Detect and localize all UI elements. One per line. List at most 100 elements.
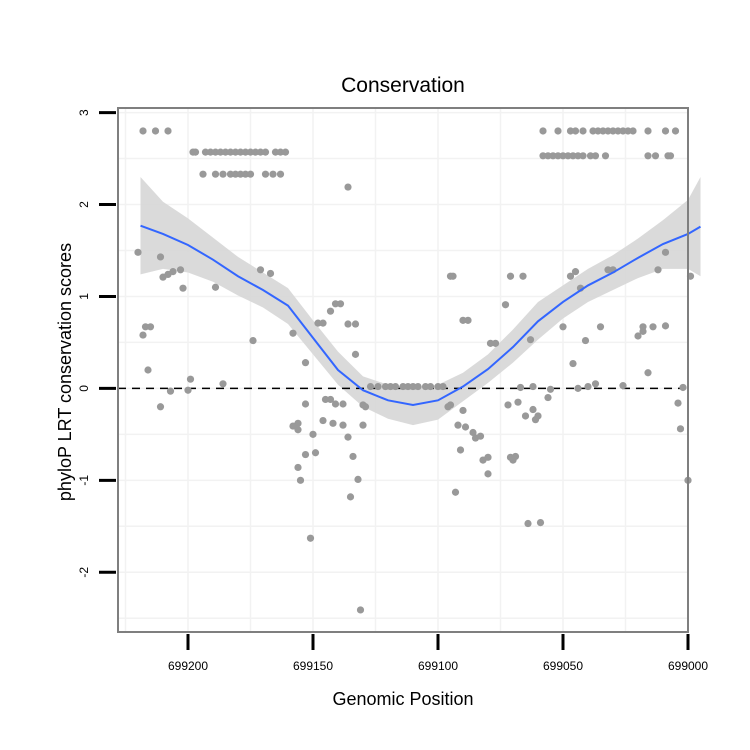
data-point [146, 323, 155, 331]
data-point [144, 366, 152, 374]
data-point [516, 383, 525, 392]
data-point [256, 266, 265, 274]
data-point [374, 382, 382, 391]
x-tick-label: 699150 [293, 659, 333, 673]
data-point [549, 152, 557, 160]
data-point [241, 170, 250, 178]
data-point [301, 450, 310, 459]
data-point [619, 382, 627, 390]
data-point [671, 127, 680, 135]
data-point [156, 403, 165, 411]
data-point [591, 380, 600, 388]
data-point [231, 148, 240, 156]
y-tick-label: 0 [77, 385, 91, 392]
data-point [521, 412, 530, 420]
data-point [599, 127, 607, 135]
y-tick-label: 2 [77, 201, 91, 208]
data-point [536, 519, 545, 527]
data-point [586, 152, 595, 160]
data-point [506, 272, 515, 280]
data-point [256, 148, 265, 156]
data-point [216, 148, 225, 156]
panel-frame [117, 107, 689, 633]
data-point [349, 452, 357, 461]
data-point [249, 336, 257, 345]
data-point [246, 170, 255, 178]
y-tick-label: 3 [77, 109, 91, 116]
data-point [314, 319, 322, 327]
data-point [486, 339, 495, 347]
data-point [569, 152, 577, 160]
data-point [539, 152, 547, 160]
data-point [206, 148, 215, 156]
data-point [366, 382, 375, 391]
panel-border [117, 107, 689, 633]
data-point [381, 382, 390, 391]
data-point [604, 266, 612, 274]
data-point [294, 463, 302, 472]
data-point [596, 323, 605, 331]
data-point [426, 382, 435, 391]
y-axis: -2 -1 0 1 2 3 [77, 109, 116, 578]
data-point [179, 284, 187, 292]
x-tick-label: 699200 [168, 659, 208, 673]
data-point [351, 320, 360, 328]
data-point [581, 336, 590, 345]
data-point [346, 493, 355, 501]
data-point [271, 148, 280, 156]
data-point [289, 422, 297, 430]
data-point [201, 148, 210, 156]
data-point [414, 382, 422, 391]
data-point [309, 430, 317, 438]
data-point [634, 332, 642, 340]
data-point [554, 152, 562, 160]
data-point [469, 428, 477, 437]
smooth-line [140, 224, 702, 406]
data-point [574, 152, 582, 160]
data-point [639, 323, 647, 331]
data-point [589, 127, 597, 135]
data-point [459, 316, 467, 324]
data-point [644, 369, 652, 377]
data-point [434, 382, 442, 391]
data-point [164, 127, 172, 135]
x-axis: 699200 699150 699100 699050 699000 [168, 634, 708, 673]
data-point [526, 336, 535, 344]
data-point [141, 323, 150, 331]
data-point [569, 359, 577, 368]
y-tick-label: -2 [77, 567, 91, 578]
data-point [266, 269, 275, 278]
data-point [344, 433, 352, 441]
y-tick-label: 1 [77, 293, 91, 300]
data-point [459, 406, 467, 415]
data-point [464, 316, 472, 324]
data-point [449, 272, 457, 280]
data-point [666, 152, 675, 160]
data-point [139, 331, 147, 339]
data-point [301, 359, 310, 367]
data-point [226, 170, 235, 178]
data-point [624, 127, 632, 135]
data-point [231, 170, 240, 178]
chart-title: Conservation [341, 74, 465, 97]
data-point [339, 400, 347, 408]
data-point [134, 248, 142, 256]
data-points [134, 127, 695, 614]
data-point [246, 148, 255, 156]
data-point [511, 452, 520, 461]
data-point [166, 387, 175, 395]
data-point [514, 398, 522, 406]
data-point [236, 148, 245, 156]
data-point [559, 323, 567, 331]
data-point [221, 148, 230, 156]
data-point [519, 272, 527, 280]
confidence-band [140, 176, 701, 426]
y-axis-label: phyloP LRT conservation scores [55, 243, 75, 501]
data-point [176, 266, 185, 274]
data-point [294, 426, 302, 434]
data-point [339, 421, 347, 429]
data-point [661, 248, 670, 256]
data-point [491, 339, 500, 347]
data-point [184, 386, 192, 394]
